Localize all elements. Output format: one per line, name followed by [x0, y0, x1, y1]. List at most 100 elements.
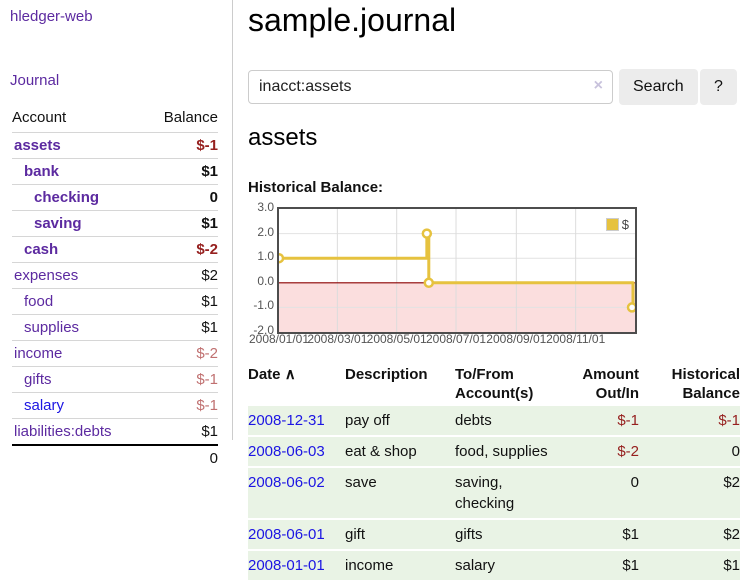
y-axis-tick-label: -1.0: [253, 298, 274, 313]
transaction-accounts: debts: [455, 406, 578, 437]
account-balance: $-1: [196, 371, 218, 388]
transaction-description: eat & shop: [345, 436, 455, 468]
table-row: 2008-06-01 gift gifts $1 $2: [248, 519, 740, 551]
account-balance: $-2: [196, 345, 218, 362]
transaction-balance: $-1: [641, 406, 740, 437]
transaction-date-link[interactable]: 2008-12-31: [248, 412, 325, 429]
table-row: 2008-06-02 save saving, checking 0 $2: [248, 467, 740, 520]
account-balance: $2: [201, 267, 218, 284]
chart-canvas: [279, 209, 635, 332]
account-row: income $-2: [12, 340, 218, 366]
chart-title: Historical Balance:: [248, 179, 384, 196]
account-balance: $-1: [196, 397, 218, 414]
legend-swatch-icon: [605, 218, 619, 231]
account-row: liabilities:debts $1: [12, 418, 218, 444]
transaction-accounts: salary: [455, 550, 578, 582]
account-link[interactable]: gifts: [24, 371, 52, 388]
account-link[interactable]: expenses: [14, 267, 79, 284]
help-button[interactable]: ?: [700, 69, 737, 105]
transaction-accounts: gifts: [455, 519, 578, 551]
account-tree: Account Balance assets $-1 bank $1 checking 0…: [12, 105, 218, 471]
x-axis-tick-label: 2008/11/01: [546, 332, 606, 346]
y-axis-tick-label: -2.0: [253, 323, 274, 337]
sidebar: hledger-web Journal Account Balance asse…: [0, 0, 232, 582]
account-balance: $1: [201, 215, 218, 232]
transaction-amount: $1: [578, 550, 641, 582]
page-title: sample.journal: [248, 2, 457, 38]
transaction-date-link[interactable]: 2008-01-01: [248, 557, 325, 574]
sidebar-item-journal[interactable]: Journal: [10, 72, 60, 89]
header-date: Date ∧: [248, 366, 296, 383]
transaction-balance: $1: [641, 550, 740, 582]
transaction-date-cell: 2008-12-31: [248, 406, 345, 437]
main-content: sample.journal × Search ? assets Histori…: [248, 0, 742, 582]
account-row: gifts $-1: [12, 366, 218, 392]
search-form: × Search ?: [248, 69, 742, 105]
transaction-date-cell: 2008-06-03: [248, 436, 345, 468]
transaction-description: gift: [345, 519, 455, 551]
account-row: checking 0: [12, 184, 218, 210]
x-axis-tick-label: 2008/03/01: [307, 332, 368, 346]
chart-plot-area[interactable]: $: [277, 207, 637, 334]
x-axis-tick-label: 2008/01/01: [248, 332, 310, 346]
account-row: supplies $1: [12, 314, 218, 340]
transaction-date-cell: 2008-01-01: [248, 550, 345, 582]
transaction-balance: $2: [641, 467, 740, 520]
y-axis-tick-label: 3.0: [257, 200, 274, 214]
account-link[interactable]: salary: [24, 397, 65, 414]
account-tree-header: Account Balance: [12, 105, 218, 132]
transaction-balance: 0: [641, 436, 740, 468]
transaction-date-cell: 2008-06-02: [248, 467, 345, 520]
account-row: salary $-1: [12, 392, 218, 418]
transaction-date-link[interactable]: 2008-06-02: [248, 474, 325, 491]
account-balance: $-1: [196, 137, 218, 154]
account-link[interactable]: bank: [24, 163, 60, 180]
x-axis-tick-label: 2008/09/01: [486, 332, 547, 346]
accounts-total: 0: [12, 444, 218, 471]
account-link[interactable]: saving: [34, 215, 82, 232]
balance-chart: $ 3.0 2.0 1.0 0.0 -1.0 -2.0 2008/01/01 2008/03/…: [248, 0, 742, 360]
header-accounts: To/From Account(s): [455, 366, 534, 402]
account-link[interactable]: supplies: [24, 319, 80, 336]
x-axis-tick-label: 2008/05/01: [366, 332, 427, 346]
register-table-header-row: Date ∧ Description To/From Account(s) Am…: [248, 362, 740, 406]
transaction-description: save: [345, 467, 455, 520]
transaction-description: pay off: [345, 406, 455, 437]
transaction-date-link[interactable]: 2008-06-01: [248, 526, 325, 543]
legend-label: $: [621, 217, 629, 232]
clear-search-icon[interactable]: ×: [593, 77, 603, 94]
account-row: saving $1: [12, 210, 218, 236]
transaction-amount: 0: [578, 467, 641, 520]
register-account-heading: assets: [248, 124, 318, 151]
account-row: bank $1: [12, 158, 218, 184]
account-row: cash $-2: [12, 236, 218, 262]
y-axis-tick-label: 2.0: [257, 224, 274, 239]
table-row: 2008-01-01 income salary $1 $1: [248, 550, 740, 582]
balance-column-label: Balance: [163, 109, 218, 126]
transaction-accounts: food, supplies: [455, 436, 578, 468]
transaction-balance: $2: [641, 519, 740, 551]
account-link[interactable]: food: [24, 293, 54, 310]
account-row: assets $-1: [12, 132, 218, 158]
account-rows: assets $-1 bank $1 checking 0 saving $1 cash $-2 e…: [12, 132, 218, 444]
account-balance: $1: [201, 293, 218, 310]
account-link[interactable]: cash: [24, 241, 59, 258]
transaction-accounts: saving, checking: [455, 467, 578, 520]
transaction-date-link[interactable]: 2008-06-03: [248, 443, 325, 460]
account-link[interactable]: checking: [34, 189, 100, 206]
account-link[interactable]: assets: [14, 137, 61, 154]
y-axis-tick-label: 1.0: [257, 249, 274, 264]
header-description: Description: [345, 366, 428, 383]
search-button[interactable]: Search: [619, 69, 698, 105]
sort-asc-icon: ∧: [284, 366, 296, 383]
table-row: 2008-12-31 pay off debts $-1 $-1: [248, 406, 740, 437]
brand-link[interactable]: hledger-web: [10, 8, 93, 25]
chart-legend: $: [605, 217, 629, 232]
account-row: expenses $2: [12, 262, 218, 288]
account-link[interactable]: liabilities:debts: [14, 423, 112, 440]
account-link[interactable]: income: [14, 345, 63, 362]
table-row: 2008-06-03 eat & shop food, supplies $-2 0: [248, 436, 740, 468]
search-input[interactable]: [248, 70, 613, 104]
transaction-amount: $1: [578, 519, 641, 551]
account-balance: 0: [209, 189, 218, 206]
